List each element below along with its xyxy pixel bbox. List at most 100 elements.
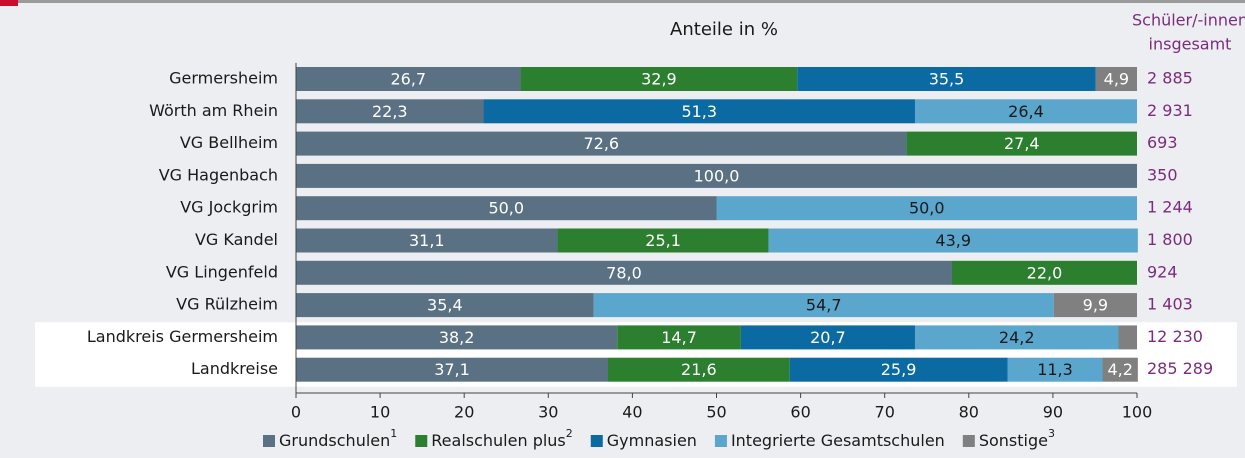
bar-segment [716,196,1137,221]
total-label: 693 [1147,133,1178,152]
value-label: 50,0 [488,199,524,218]
bar-segment [296,67,521,91]
value-label: 54,7 [806,296,842,315]
legend-note: 2 [566,427,573,440]
value-label: 35,5 [929,70,965,89]
legend-swatch [263,435,275,447]
legend-entry: Grundschulen1 [279,427,397,450]
total-label: 924 [1147,262,1178,281]
legend-label: Integrierte Gesamtschulen [731,431,945,450]
bar-segment [1095,67,1137,91]
bar-segment [296,357,609,382]
legend-note: 1 [390,427,397,440]
value-label: 27,4 [1004,134,1040,153]
value-label: 50,0 [909,199,945,218]
top-rule [0,0,1245,3]
legend-label: Sonstige [979,431,1048,450]
value-label: 32,9 [641,70,677,89]
bar-segment [1102,357,1138,382]
legend-note: 3 [1048,427,1055,440]
x-tick-label: 30 [538,403,558,422]
total-label: 1 244 [1147,198,1193,217]
value-label: 11,3 [1037,360,1073,379]
value-label: 25,9 [881,360,917,379]
x-tick-label: 80 [959,403,979,422]
value-label: 100,0 [694,166,740,185]
value-label: 21,6 [681,360,717,379]
totals-header: Schüler/-innen [1132,11,1245,30]
value-label: 78,0 [606,263,642,282]
legend-swatch [415,435,428,447]
bar-segment [740,325,915,350]
total-label: 285 289 [1147,359,1213,378]
bar-segment [1053,293,1137,318]
value-label: 37,1 [434,360,470,379]
x-tick-label: 90 [1043,403,1063,422]
bar-segment [608,357,790,382]
bar-segment [296,325,618,350]
corner-mark [0,0,18,6]
legend-label: Gymnasien [607,431,697,450]
legend-entry: Gymnasien [607,431,697,450]
category-label: VG Kandel [195,230,278,249]
x-tick-label: 60 [790,403,810,422]
value-label: 51,3 [681,102,717,121]
bar-segment [1007,357,1103,382]
bar-segment [797,67,1096,91]
x-tick-label: 0 [291,403,301,422]
value-label: 4,9 [1104,70,1129,89]
x-tick-label: 20 [454,403,474,422]
total-label: 350 [1147,165,1178,184]
value-label: 25,1 [645,231,681,250]
bar-segment [296,163,1137,188]
category-label: VG Bellheim [180,133,278,152]
legend-swatch [714,435,727,447]
legend-label: Grundschulen [279,431,390,450]
bar-segment [914,325,1119,350]
bar-segment [951,260,1137,285]
bar-segment [483,99,915,124]
value-label: 35,4 [427,296,463,315]
bar-segment [789,357,1008,382]
bar-segment [768,228,1138,253]
value-label: 22,3 [372,102,408,121]
total-label: 1 800 [1147,230,1193,249]
x-tick-label: 10 [370,403,390,422]
category-label: Wörth am Rhein [149,101,278,120]
bar-segment [296,196,717,221]
legend-entry: Sonstige3 [979,427,1055,450]
value-label: 9,9 [1083,296,1108,315]
bar-segment [914,99,1137,124]
bar-segment [617,325,741,350]
value-label: 31,1 [409,231,445,250]
total-label: 1 403 [1147,295,1193,314]
legend-entry: Integrierte Gesamtschulen [731,431,945,450]
legend-swatch [962,435,975,447]
bar-segment [296,228,558,253]
value-label: 24,2 [999,328,1035,347]
bar-segment [296,99,484,124]
category-label: VG Jockgrim [180,198,278,217]
bar-segment [906,131,1137,156]
totals-header: insgesamt [1149,35,1232,54]
value-label: 43,9 [935,231,971,250]
bar-segment [557,228,769,253]
bar-segment [296,131,907,156]
value-label: 4,2 [1107,360,1132,379]
bar-segment [296,260,952,285]
total-label: 2 931 [1147,101,1193,120]
total-label: 2 885 [1147,69,1193,88]
bar-segment [296,293,594,318]
legend-entry: Realschulen plus2 [431,427,573,450]
value-label: 72,6 [583,134,619,153]
value-label: 14,7 [661,328,697,347]
category-label: VG Rülzheim [176,295,278,314]
value-label: 26,7 [390,70,426,89]
category-label: Landkreis Germersheim [87,327,278,346]
value-label: 26,4 [1008,102,1044,121]
category-label: VG Lingenfeld [166,262,278,281]
total-label: 12 230 [1147,327,1203,346]
value-label: 22,0 [1027,263,1063,282]
x-tick-label: 40 [622,403,642,422]
